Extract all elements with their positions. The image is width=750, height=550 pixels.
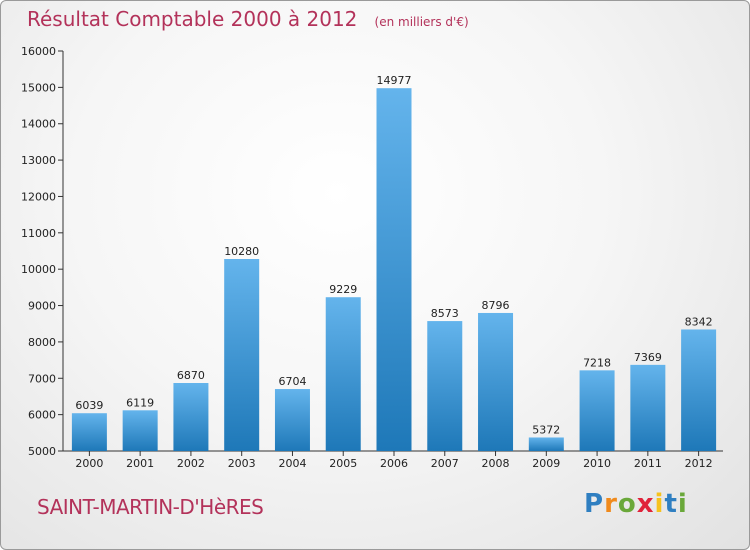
x-tick-label: 2011 bbox=[634, 457, 662, 470]
bar bbox=[376, 88, 412, 451]
y-tick-label: 7000 bbox=[28, 372, 56, 385]
bar bbox=[274, 389, 310, 451]
bar-value-label: 8342 bbox=[685, 315, 713, 328]
bar bbox=[173, 383, 209, 451]
y-tick-label: 12000 bbox=[21, 190, 56, 203]
bar-value-label: 9229 bbox=[329, 283, 357, 296]
chart-unit: (en milliers d'€) bbox=[374, 15, 469, 29]
y-tick-label: 5000 bbox=[28, 445, 56, 458]
x-tick-label: 2001 bbox=[126, 457, 154, 470]
x-tick-label: 2006 bbox=[380, 457, 408, 470]
bar bbox=[528, 437, 564, 451]
bar-value-label: 7218 bbox=[583, 356, 611, 369]
y-tick-label: 6000 bbox=[28, 409, 56, 422]
x-tick-label: 2008 bbox=[482, 457, 510, 470]
logo-letter: x bbox=[636, 489, 655, 519]
x-tick-label: 2000 bbox=[75, 457, 103, 470]
logo-letter: t bbox=[664, 489, 678, 519]
proxiti-logo: Proxiti bbox=[584, 489, 688, 519]
bar bbox=[630, 364, 666, 451]
bar-value-label: 8573 bbox=[431, 307, 459, 320]
bar bbox=[579, 370, 615, 451]
chart-title: Résultat Comptable 2000 à 2012 (en milli… bbox=[27, 7, 469, 31]
bar-value-label: 6704 bbox=[278, 375, 306, 388]
x-tick-label: 2004 bbox=[278, 457, 306, 470]
x-tick-label: 2007 bbox=[431, 457, 459, 470]
bar bbox=[122, 410, 158, 451]
x-tick-label: 2009 bbox=[532, 457, 560, 470]
y-tick-label: 8000 bbox=[28, 336, 56, 349]
y-tick-label: 13000 bbox=[21, 154, 56, 167]
bar bbox=[325, 297, 361, 451]
bar-value-label: 6870 bbox=[177, 369, 205, 382]
bar bbox=[478, 312, 514, 451]
bar bbox=[427, 321, 463, 451]
logo-letter: i bbox=[677, 489, 688, 519]
y-tick-label: 15000 bbox=[21, 81, 56, 94]
x-tick-label: 2003 bbox=[228, 457, 256, 470]
chart-bars bbox=[71, 88, 717, 451]
y-tick-label: 16000 bbox=[21, 45, 56, 58]
x-tick-label: 2010 bbox=[583, 457, 611, 470]
chart-title-text: Résultat Comptable 2000 à 2012 bbox=[27, 7, 358, 31]
bar-value-label: 10280 bbox=[224, 245, 259, 258]
chart-labels: 5000 6000 7000 8000 9000 10000 11000 12000 13000… bbox=[21, 45, 713, 470]
bar-value-label: 6119 bbox=[126, 396, 154, 409]
bar-value-label: 5372 bbox=[532, 423, 560, 436]
logo-letter: P bbox=[584, 489, 605, 519]
y-tick-label: 11000 bbox=[21, 227, 56, 240]
logo-letter: o bbox=[617, 489, 637, 519]
bar-value-label: 6039 bbox=[75, 399, 103, 412]
bar-value-label: 14977 bbox=[377, 74, 412, 87]
bar bbox=[681, 329, 717, 451]
bar-value-label: 8796 bbox=[482, 299, 510, 312]
x-tick-label: 2005 bbox=[329, 457, 357, 470]
bar bbox=[224, 259, 260, 451]
y-tick-label: 14000 bbox=[21, 118, 56, 131]
logo-letter: i bbox=[654, 489, 665, 519]
place-name: SAINT-MARTIN-D'HèRES bbox=[37, 495, 264, 519]
x-tick-label: 2002 bbox=[177, 457, 205, 470]
y-tick-label: 9000 bbox=[28, 300, 56, 313]
y-tick-label: 10000 bbox=[21, 263, 56, 276]
bar-value-label: 7369 bbox=[634, 351, 662, 364]
logo-letter: r bbox=[604, 489, 618, 519]
x-tick-label: 2012 bbox=[685, 457, 713, 470]
bar bbox=[71, 413, 107, 451]
